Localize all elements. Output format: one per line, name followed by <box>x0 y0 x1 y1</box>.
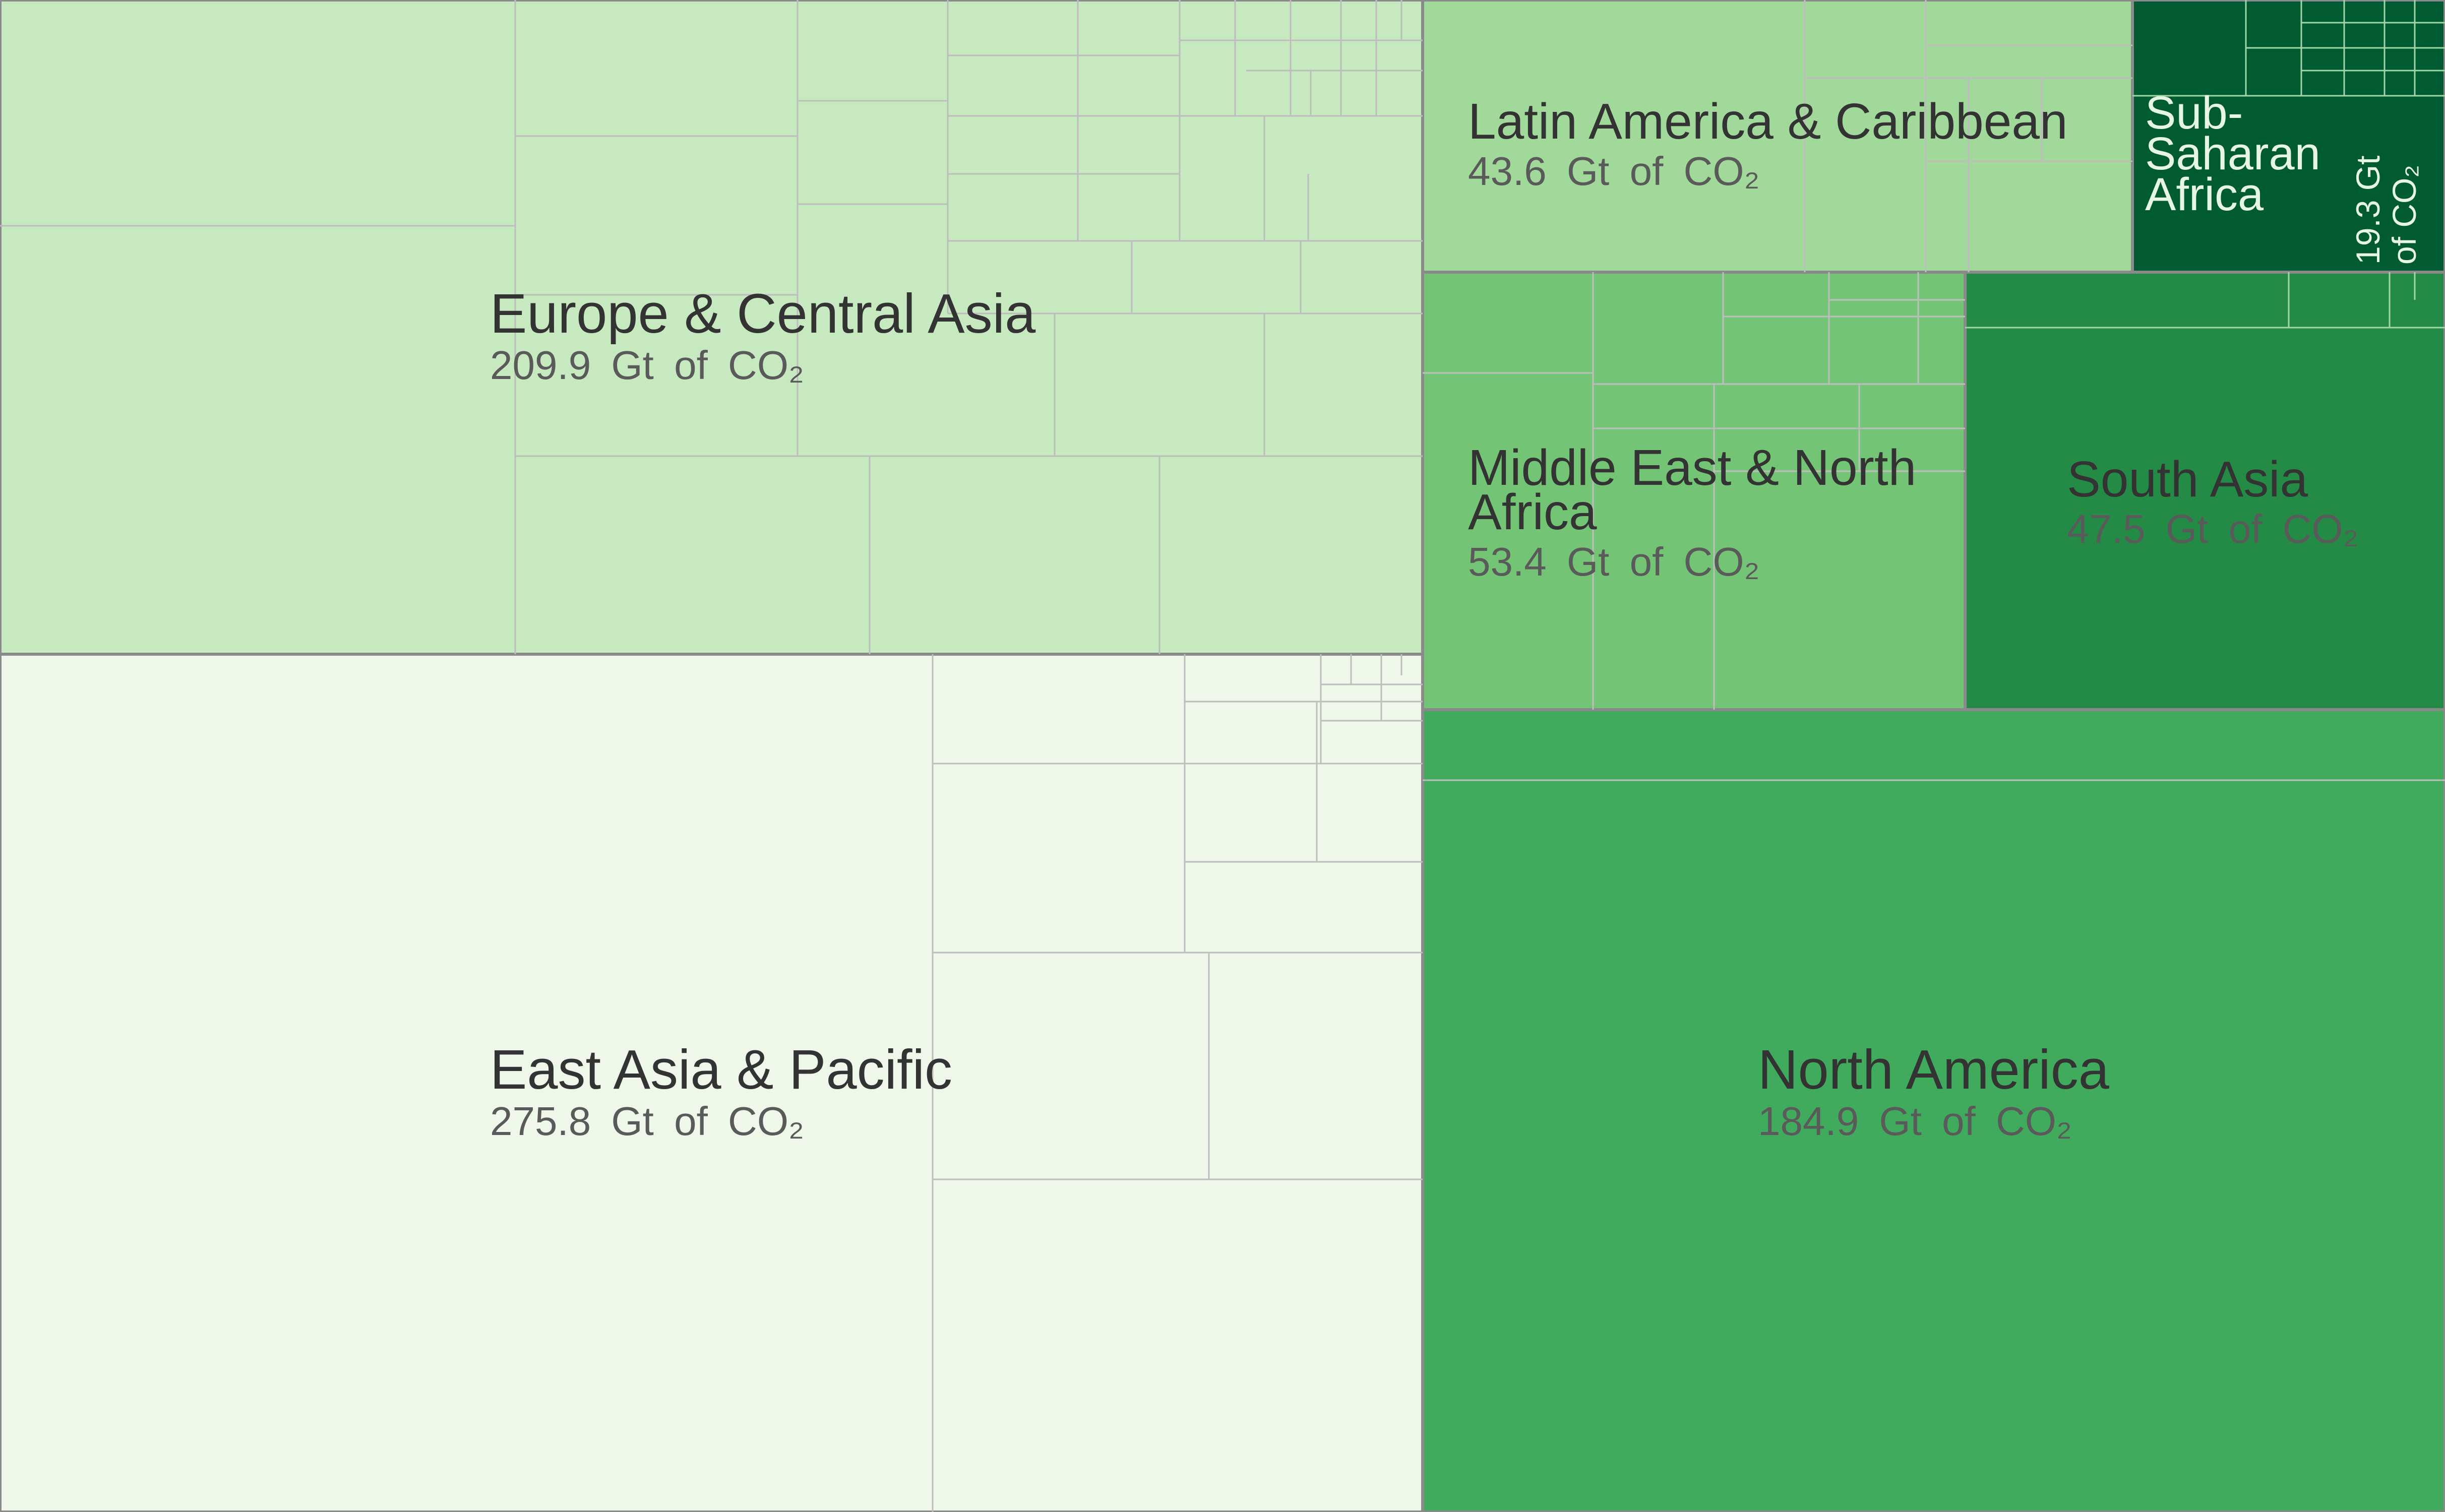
region-tile <box>1964 271 2445 711</box>
region-tile <box>1421 271 1967 711</box>
region-name-label: North America <box>1758 1039 2110 1101</box>
region-tile <box>2131 0 2445 274</box>
region-name-label: East Asia & Pacific <box>490 1039 952 1101</box>
region-name-label: Latin America & Caribbean <box>1468 93 2068 150</box>
region-value-label: 43.6 Gt of CO₂ <box>1468 149 1760 194</box>
region-value-label: of CO₂ <box>2386 165 2423 265</box>
region-tile <box>0 653 1424 1512</box>
region-value-label: 53.4 Gt of CO₂ <box>1468 539 1760 584</box>
region-name-label: Saharan <box>2145 128 2320 179</box>
region-value-label: 209.9 Gt of CO₂ <box>490 343 804 388</box>
region-value-label: 275.8 Gt of CO₂ <box>490 1099 804 1144</box>
region-name-label: Europe & Central Asia <box>490 283 1036 345</box>
region-value-label: 47.5 Gt of CO₂ <box>2067 507 2359 551</box>
region-value-label: 19.3 Gt <box>2349 156 2387 265</box>
region-name-label: Sub- <box>2145 87 2243 139</box>
region-value-label: 184.9 Gt of CO₂ <box>1758 1099 2072 1144</box>
region-name-label: Middle East & North <box>1468 439 1916 496</box>
region-name-label: South Asia <box>2067 451 2308 508</box>
region-name-label: Africa <box>2145 169 2264 220</box>
region-name-label: Africa <box>1468 484 1597 540</box>
region-tile <box>1421 708 2445 1512</box>
region-tile <box>0 0 1424 656</box>
